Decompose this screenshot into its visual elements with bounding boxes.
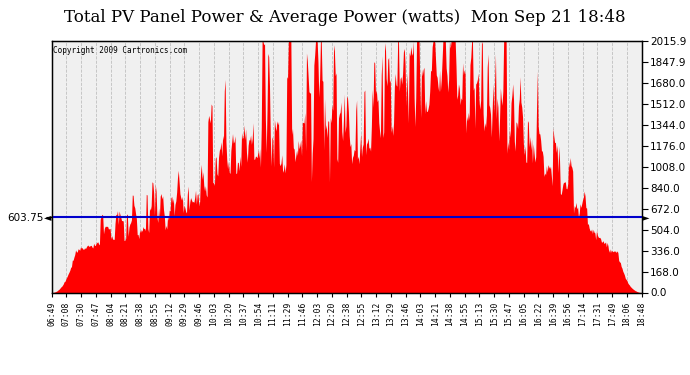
Text: ►: ► — [642, 212, 649, 222]
Text: Total PV Panel Power & Average Power (watts)  Mon Sep 21 18:48: Total PV Panel Power & Average Power (wa… — [64, 9, 626, 26]
Text: Copyright 2009 Cartronics.com: Copyright 2009 Cartronics.com — [53, 46, 187, 55]
Text: ◄: ◄ — [44, 212, 52, 222]
